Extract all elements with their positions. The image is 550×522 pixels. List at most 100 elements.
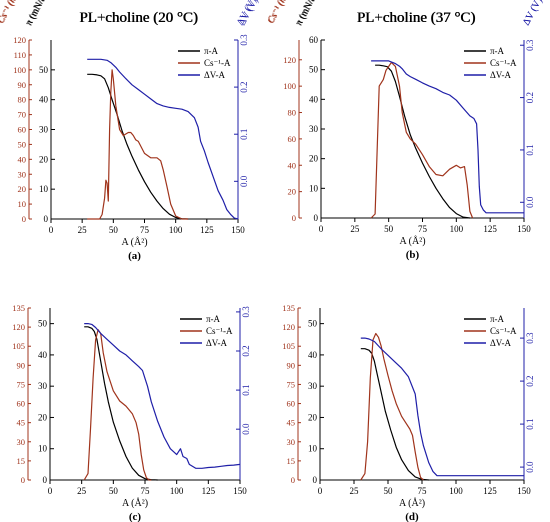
legend-entry: ΔV-A: [204, 70, 225, 80]
panel-label: (d): [405, 511, 419, 522]
x-tick-label: 150: [517, 486, 531, 496]
x-tick-label: 25: [78, 225, 88, 235]
x-tick-label: 50: [109, 225, 119, 235]
cs-tick-label: 80: [18, 95, 27, 105]
x-tick-label: 150: [517, 224, 531, 234]
pi-tick-label: 0: [43, 475, 48, 485]
dv-tick-label: 0.2: [241, 345, 251, 356]
legend-entry: π-A: [206, 314, 221, 324]
pi-tick-label: 60: [309, 35, 319, 45]
pi-tick-label: 50: [308, 319, 318, 329]
dv-axis-title: ΔV (V): [521, 0, 545, 27]
x-tick-label: 0: [49, 225, 54, 235]
series-line-cs: [360, 332, 424, 481]
pi-tick-label: 20: [309, 154, 319, 164]
x-tick-label: 125: [200, 225, 214, 235]
cs-tick-label: 60: [287, 399, 296, 409]
x-tick-label: 75: [141, 486, 151, 496]
cs-tick-label: 70: [18, 110, 27, 120]
legend-entry: Cs⁻¹-A: [490, 58, 517, 68]
cs-tick-label: 100: [283, 81, 296, 91]
dv-tick-label: 0.1: [239, 129, 249, 140]
chart-panel-c: PL+choline (20 °C)Cs⁻¹ (mN/m)π (mN/m)ΔV …: [0, 0, 261, 522]
cs-tick-label: 135: [12, 303, 25, 313]
dv-tick-label: 0.0: [239, 175, 249, 187]
dv-tick-label: 0.3: [239, 34, 249, 46]
chart-title: PL+choline (20 °C): [80, 10, 199, 26]
pi-tick-label: 10: [309, 183, 319, 193]
cs-tick-label: 20: [18, 184, 27, 194]
series-line-pi: [375, 64, 470, 219]
dv-tick-label: 0.3: [525, 332, 535, 344]
legend-entry: π-A: [490, 314, 505, 324]
panel-label: (b): [406, 249, 420, 261]
x-tick-label: 75: [140, 225, 150, 235]
series-line-cs: [370, 61, 474, 219]
dv-tick-label: 0.2: [525, 92, 535, 103]
dv-tick-label: 0.2: [239, 81, 249, 92]
x-tick-label: 75: [418, 486, 428, 496]
pi-axis-title: π (mN/m): [23, 0, 50, 27]
cs-tick-label: 0: [22, 214, 26, 224]
series-line-dv: [360, 337, 524, 477]
cs-tick-label: 0: [292, 213, 296, 223]
chart-panel-b: PL−choline (37 °C) Cs⁻¹ (mN/m)π (mN/m) ΔV …: [266, 0, 545, 261]
dv-axis-title: ΔV (V): [237, 0, 261, 27]
pi-tick-label: 10: [38, 444, 48, 454]
cs-tick-label: 120: [283, 55, 296, 65]
dv-tick-label: 0.0: [241, 423, 251, 435]
pi-tick-label: 50: [309, 65, 319, 75]
pi-tick-label: 0: [314, 213, 319, 223]
x-axis-label: A (Å²): [122, 497, 148, 509]
x-tick-label: 25: [77, 486, 87, 496]
legend-entry: ΔV-A: [206, 338, 227, 348]
x-tick-label: 50: [384, 224, 394, 234]
x-tick-label: 100: [169, 225, 183, 235]
pi-tick-label: 10: [308, 444, 318, 454]
series-line-pi: [360, 348, 429, 481]
x-tick-label: 150: [231, 225, 245, 235]
dv-tick-label: 0.3: [241, 306, 251, 318]
panel-label: (a): [128, 250, 141, 262]
x-tick-label: 0: [318, 486, 323, 496]
legend-entry: Cs⁻¹-A: [206, 326, 233, 336]
dv-tick-label: 0.1: [241, 384, 251, 395]
cs-tick-label: 105: [282, 341, 295, 351]
cs-tick-label: 20: [288, 187, 297, 197]
legend-entry: ΔV-A: [490, 70, 511, 80]
cs-tick-label: 45: [287, 418, 296, 428]
legend-entry: ΔV-A: [490, 338, 511, 348]
dv-tick-label: 0.3: [525, 39, 535, 51]
cs-axis-title: Cs⁻¹ (mN/m): [265, 0, 298, 25]
pi-tick-label: 20: [38, 412, 48, 422]
dv-tick-label: 0.0: [525, 196, 535, 208]
x-tick-label: 25: [350, 486, 360, 496]
cs-tick-label: 110: [14, 50, 26, 60]
x-tick-label: 50: [109, 486, 119, 496]
cs-tick-label: 60: [18, 125, 27, 135]
legend-entry: π-A: [490, 46, 505, 56]
x-tick-label: 100: [170, 486, 184, 496]
cs-tick-label: 80: [288, 108, 297, 118]
legend-entry: π-A: [204, 46, 219, 56]
cs-tick-label: 100: [13, 65, 26, 75]
pi-tick-label: 40: [38, 350, 48, 360]
series-line-dv: [84, 323, 241, 469]
pi-axis-title: π (mN/m): [293, 0, 320, 27]
cs-tick-label: 75: [287, 379, 296, 389]
pi-tick-label: 30: [38, 381, 48, 391]
cs-tick-label: 60: [17, 399, 26, 409]
x-axis-label: A (Å²): [399, 497, 425, 509]
x-tick-label: 125: [202, 486, 216, 496]
cs-tick-label: 30: [287, 437, 296, 447]
x-tick-label: 50: [384, 486, 394, 496]
x-axis-label: A (Å²): [121, 236, 147, 248]
series-line-dv: [371, 60, 524, 214]
chart-panel-a: PL−choline (20 °C)Cs⁻¹ (mN/m)π (mN/m) ΔV …: [0, 0, 259, 262]
pi-tick-label: 20: [39, 154, 49, 164]
chart-panel-d: PL+choline (37 °C) Cs⁻¹ (mN/m)π (mN/m) ΔV …: [265, 0, 545, 522]
series-line-cs: [83, 329, 152, 481]
legend-entry: Cs⁻¹-A: [490, 326, 517, 336]
series-line-cs: [87, 69, 189, 220]
